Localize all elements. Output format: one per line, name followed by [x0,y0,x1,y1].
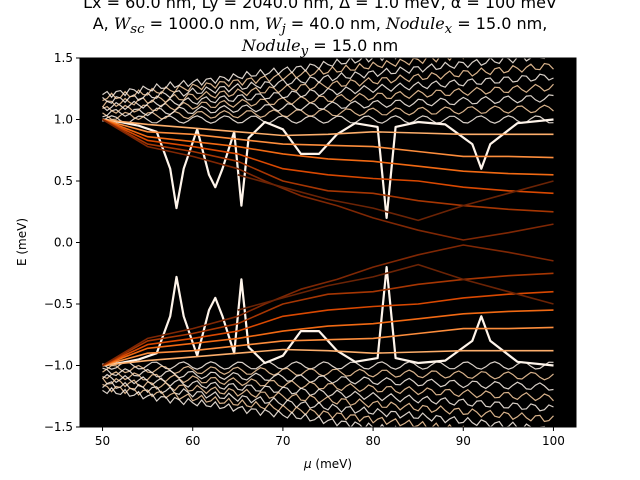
series-band-2-positive [102,118,554,159]
lower-continuum [102,361,554,427]
x-tick-label: 60 [185,434,200,448]
continuum-line [102,58,465,102]
upper-continuum [102,58,554,124]
continuum-line [102,94,554,118]
series-band-7-positive [237,174,554,222]
series-band-7-negative [237,263,554,311]
series-layer [102,118,554,367]
continuum-line [102,115,554,124]
y-tick-label: 1.0 [54,113,73,127]
chart-title-line-1: Lx = 60.0 nm, Ly = 2040.0 nm, Δ = 1.0 me… [83,0,557,12]
series-band-5-negative [102,272,554,367]
chart-title-line-3: Noduley = 15.0 nm [241,36,399,60]
continuum-line [102,377,554,423]
x-tick-label: 50 [95,434,110,448]
series-band-4-negative [102,290,554,367]
y-tick-label: −1.0 [44,359,73,373]
continuum-line [102,364,554,381]
series-band-6-positive [102,118,554,241]
continuum-line [102,361,554,370]
y-tick-label: −1.5 [44,420,73,434]
y-tick-label: 1.5 [54,51,73,65]
continuum-line [102,383,465,427]
continuum-line [102,381,546,427]
continuum-line [102,386,397,427]
continuum-line [102,62,554,108]
y-tick-label: −0.5 [44,297,73,311]
series-band-3-positive [102,118,554,176]
x-tick-label: 100 [542,434,565,448]
y-axis-label: E (meV) [15,218,29,266]
chart-title-line-2: A, Wsc = 1000.0 nm, Wj = 40.0 nm, Nodule… [92,14,548,38]
y-tick-label: 0.0 [54,236,73,250]
continuum-line [102,367,554,391]
x-tick-label: 90 [456,434,471,448]
axes: 50 60 70 80 90 100 −1.5 −1.0 −0.5 0.0 0.5 1.0 1.5 [44,51,577,448]
series-band-1-negative [102,348,554,367]
continuum-bands [102,58,554,427]
x-axis-label: μ (meV) [303,457,352,471]
series-band-1-positive [102,118,554,137]
continuum-line [102,104,554,121]
series-band-6-negative [102,244,554,367]
x-tick-label: 70 [275,434,290,448]
series-band-5-positive [102,118,554,213]
series-gap-state-positive [102,118,554,219]
continuum-line [102,58,397,99]
series-band-4-positive [102,118,554,195]
x-tick-label: 80 [365,434,380,448]
continuum-line [102,83,554,114]
series-band-2-negative [102,326,554,367]
series-band-3-negative [102,309,554,367]
y-tick-label: 0.5 [54,174,73,188]
continuum-line [102,371,554,402]
continuum-line [102,58,546,104]
series-gap-state-negative [102,266,554,367]
